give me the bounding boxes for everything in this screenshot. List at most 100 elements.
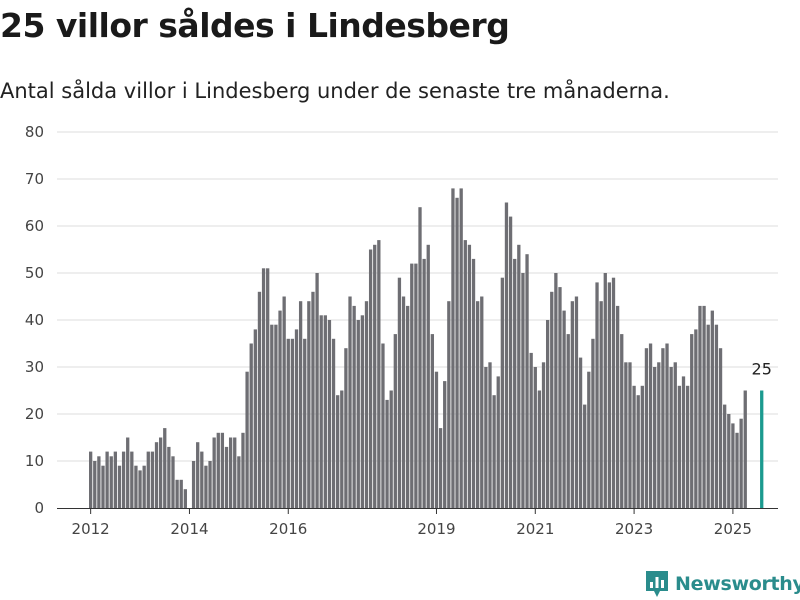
- bar: [175, 479, 179, 508]
- bar: [216, 432, 220, 508]
- bar: [661, 348, 665, 508]
- bar: [228, 437, 233, 508]
- bar: [550, 291, 554, 508]
- bar: [344, 348, 348, 508]
- bar: [179, 479, 183, 508]
- bar: [677, 385, 682, 508]
- newsworthy-logo: Newsworthy: [645, 570, 800, 598]
- bar: [323, 315, 327, 508]
- bar: [517, 244, 521, 509]
- bar: [130, 451, 134, 508]
- bar: [138, 470, 142, 508]
- bar: [393, 334, 397, 508]
- bar: [467, 244, 472, 509]
- x-tick-label: 2025: [714, 520, 752, 538]
- y-tick-label: 40: [25, 311, 44, 329]
- bar: [158, 437, 163, 508]
- bar: [401, 296, 406, 508]
- y-tick-label: 20: [25, 405, 44, 423]
- bar: [360, 315, 365, 508]
- bar: [113, 451, 117, 508]
- bar: [451, 188, 455, 508]
- y-tick-label: 80: [25, 123, 44, 141]
- chart-title: 25 villor såldes i Lindesberg: [0, 6, 510, 45]
- bar: [496, 376, 500, 508]
- bar: [121, 451, 126, 508]
- bar: [418, 207, 422, 508]
- bar: [685, 385, 690, 508]
- bar: [648, 343, 653, 508]
- bar: [599, 301, 603, 508]
- bar: [554, 273, 558, 508]
- bar: [261, 268, 266, 508]
- bar: [97, 456, 101, 508]
- bar: [191, 461, 196, 508]
- bar: [290, 338, 295, 508]
- y-tick-label: 70: [25, 170, 44, 188]
- bar: [237, 456, 241, 508]
- bar: [286, 338, 290, 508]
- bar: [562, 310, 566, 508]
- bar: [640, 385, 644, 508]
- bar: [541, 362, 546, 508]
- bar: [624, 362, 628, 508]
- x-tick-label: 2016: [269, 520, 307, 538]
- bar: [134, 465, 138, 508]
- bar: [336, 395, 340, 508]
- bar: [587, 371, 591, 508]
- bar: [89, 451, 93, 508]
- bar: [245, 371, 249, 508]
- bar: [525, 254, 529, 508]
- x-tick-label: 2014: [170, 520, 208, 538]
- bar: [315, 273, 319, 508]
- bar: [249, 343, 253, 508]
- bar: [653, 367, 657, 508]
- bars: [89, 188, 764, 509]
- bar: [257, 291, 262, 508]
- bar: [735, 432, 739, 508]
- bar: [739, 418, 743, 508]
- bar: [204, 465, 208, 508]
- bar: [171, 456, 175, 508]
- bar: [356, 320, 360, 508]
- bar: [311, 291, 315, 508]
- bar: [607, 282, 612, 508]
- bar: [455, 197, 459, 509]
- bar: [443, 381, 447, 508]
- bar: [406, 305, 410, 508]
- bar: [266, 268, 270, 508]
- bar: [558, 287, 562, 508]
- bar: [196, 442, 200, 508]
- bar: [126, 437, 130, 508]
- bar: [743, 390, 747, 508]
- bar: [488, 362, 492, 508]
- bar: [183, 489, 187, 508]
- bar: [430, 334, 435, 508]
- bar: [628, 362, 632, 508]
- bar: [233, 437, 237, 508]
- bar: [603, 273, 607, 508]
- bar: [154, 442, 159, 508]
- bar: [694, 329, 698, 508]
- bar: [681, 376, 686, 508]
- bar: [529, 352, 533, 508]
- x-axis: 2012 2014 2016 2019 2021 2023 2025: [57, 508, 778, 538]
- bar: [673, 362, 677, 508]
- bar: [521, 273, 525, 508]
- bar: [500, 277, 504, 508]
- bar: [426, 244, 430, 509]
- bar: [665, 343, 669, 508]
- brand-name: Newsworthy: [675, 573, 800, 595]
- bar: [480, 296, 484, 508]
- bar: [117, 465, 122, 508]
- bar: [669, 367, 673, 508]
- bar: [438, 428, 443, 508]
- chart-subtitle: Antal sålda villor i Lindesberg under de…: [0, 79, 670, 103]
- x-tick-label: 2021: [516, 520, 554, 538]
- bar: [200, 451, 204, 508]
- bar: [447, 301, 451, 508]
- bar: [595, 282, 599, 508]
- bar: [657, 362, 661, 508]
- bar: [101, 465, 105, 508]
